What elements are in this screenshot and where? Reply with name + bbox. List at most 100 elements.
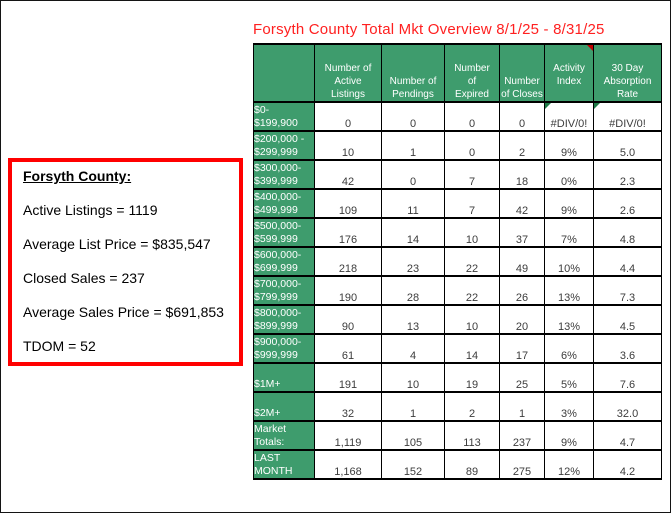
value-cell[interactable]: 19 <box>444 362 500 393</box>
value-cell[interactable]: 13 <box>381 304 445 335</box>
value-cell[interactable]: 10 <box>444 217 500 248</box>
value-cell[interactable]: 10 <box>444 304 500 335</box>
value-cell[interactable]: 0 <box>381 159 445 190</box>
column-header-active-listings[interactable]: Number of Active Listings <box>314 43 382 103</box>
value-cell[interactable]: 4.7 <box>593 420 662 451</box>
value-cell[interactable]: 25 <box>499 362 545 393</box>
value-cell[interactable]: 4 <box>381 333 445 364</box>
row-label-cell[interactable]: $2M+ <box>253 391 315 422</box>
row-label-cell[interactable]: $0- $199,900 <box>253 101 315 132</box>
value-cell[interactable]: 61 <box>314 333 382 364</box>
value-cell[interactable]: 10 <box>314 130 382 161</box>
column-header-pendings[interactable]: Number of Pendings <box>381 43 445 103</box>
value-cell[interactable]: 14 <box>381 217 445 248</box>
value-cell[interactable]: 4.2 <box>593 449 662 480</box>
row-label-cell[interactable]: $400,000- $499,999 <box>253 188 315 219</box>
value-cell[interactable]: 14 <box>444 333 500 364</box>
value-cell[interactable]: 12% <box>544 449 594 480</box>
row-label-cell[interactable]: $900,000- $999,999 <box>253 333 315 364</box>
row-label-cell[interactable]: $500,000- $599,999 <box>253 217 315 248</box>
value-cell[interactable]: 0% <box>544 159 594 190</box>
value-cell[interactable]: 2 <box>499 130 545 161</box>
value-cell[interactable]: 0 <box>499 101 545 132</box>
value-cell[interactable]: 1,119 <box>314 420 382 451</box>
column-header-closes[interactable]: Number of Closes <box>499 43 545 103</box>
value-cell[interactable]: 218 <box>314 246 382 277</box>
value-cell[interactable]: 26 <box>499 275 545 306</box>
value-cell[interactable]: 7.3 <box>593 275 662 306</box>
value-cell[interactable]: 4.5 <box>593 304 662 335</box>
value-cell[interactable]: 237 <box>499 420 545 451</box>
value-cell[interactable]: 7.6 <box>593 362 662 393</box>
value-cell[interactable]: 4.4 <box>593 246 662 277</box>
value-cell[interactable]: 0 <box>444 130 500 161</box>
value-cell[interactable]: 37 <box>499 217 545 248</box>
value-cell[interactable]: 113 <box>444 420 500 451</box>
row-label-cell[interactable]: $600,000- $699,999 <box>253 246 315 277</box>
value-cell[interactable]: 23 <box>381 246 445 277</box>
value-cell[interactable]: 3.6 <box>593 333 662 364</box>
value-cell[interactable]: 9% <box>544 420 594 451</box>
value-cell[interactable]: 190 <box>314 275 382 306</box>
row-label-cell[interactable]: LAST MONTH <box>253 449 315 480</box>
row-label-cell[interactable]: $200,000 - $299,999 <box>253 130 315 161</box>
value-cell[interactable]: 1,168 <box>314 449 382 480</box>
value-cell[interactable]: 18 <box>499 159 545 190</box>
value-cell[interactable]: 11 <box>381 188 445 219</box>
value-cell[interactable]: 2.6 <box>593 188 662 219</box>
value-cell[interactable]: 9% <box>544 188 594 219</box>
row-label-cell[interactable]: $800,000- $899,999 <box>253 304 315 335</box>
value-cell[interactable]: 32.0 <box>593 391 662 422</box>
value-cell[interactable]: 7% <box>544 217 594 248</box>
value-cell[interactable]: 89 <box>444 449 500 480</box>
value-cell[interactable]: 10% <box>544 246 594 277</box>
value-cell[interactable]: 9% <box>544 130 594 161</box>
value-cell[interactable]: 0 <box>381 101 445 132</box>
value-cell[interactable]: 42 <box>314 159 382 190</box>
value-cell[interactable]: #DIV/0! <box>593 101 662 132</box>
value-cell[interactable]: 275 <box>499 449 545 480</box>
row-label-cell[interactable]: $700,000- $799,999 <box>253 275 315 306</box>
row-label-cell[interactable]: $300,000- $399,999 <box>253 159 315 190</box>
value-cell[interactable]: 22 <box>444 246 500 277</box>
value-cell[interactable]: 32 <box>314 391 382 422</box>
value-cell[interactable]: 6% <box>544 333 594 364</box>
value-cell[interactable]: 20 <box>499 304 545 335</box>
column-header-expired[interactable]: Number of Expired <box>444 43 500 103</box>
value-cell[interactable]: 10 <box>381 362 445 393</box>
value-cell[interactable]: 0 <box>444 101 500 132</box>
value-cell[interactable]: 3% <box>544 391 594 422</box>
value-cell[interactable]: 152 <box>381 449 445 480</box>
value-cell[interactable]: 5% <box>544 362 594 393</box>
value-cell[interactable]: 1 <box>499 391 545 422</box>
value-cell[interactable]: 2 <box>444 391 500 422</box>
value-cell[interactable]: 28 <box>381 275 445 306</box>
value-cell[interactable]: 4.8 <box>593 217 662 248</box>
row-label-cell[interactable]: Market Totals: <box>253 420 315 451</box>
value-cell[interactable]: 17 <box>499 333 545 364</box>
value-cell[interactable]: 13% <box>544 275 594 306</box>
value-cell[interactable]: 7 <box>444 159 500 190</box>
column-header-absorption-rate[interactable]: 30 Day Absorption Rate <box>593 43 662 103</box>
table-row: LAST MONTH 1,168 152 89 275 12% 4.2 <box>253 449 662 480</box>
value-cell[interactable]: 5.0 <box>593 130 662 161</box>
value-cell[interactable]: 191 <box>314 362 382 393</box>
corner-cell[interactable] <box>253 43 315 103</box>
value-cell[interactable]: 0 <box>314 101 382 132</box>
column-header-activity-index[interactable]: Activity Index <box>544 43 594 103</box>
value-cell[interactable]: #DIV/0! <box>544 101 594 132</box>
value-cell[interactable]: 176 <box>314 217 382 248</box>
value-cell[interactable]: 2.3 <box>593 159 662 190</box>
value-cell[interactable]: 49 <box>499 246 545 277</box>
value-cell[interactable]: 42 <box>499 188 545 219</box>
value-cell[interactable]: 13% <box>544 304 594 335</box>
row-label-cell[interactable]: $1M+ <box>253 362 315 393</box>
value-cell[interactable]: 1 <box>381 391 445 422</box>
value-cell[interactable]: 1 <box>381 130 445 161</box>
value-cell[interactable]: 109 <box>314 188 382 219</box>
value-cell[interactable]: 22 <box>444 275 500 306</box>
value-cell[interactable]: 7 <box>444 188 500 219</box>
value-cell[interactable]: 105 <box>381 420 445 451</box>
value-cell[interactable]: 90 <box>314 304 382 335</box>
